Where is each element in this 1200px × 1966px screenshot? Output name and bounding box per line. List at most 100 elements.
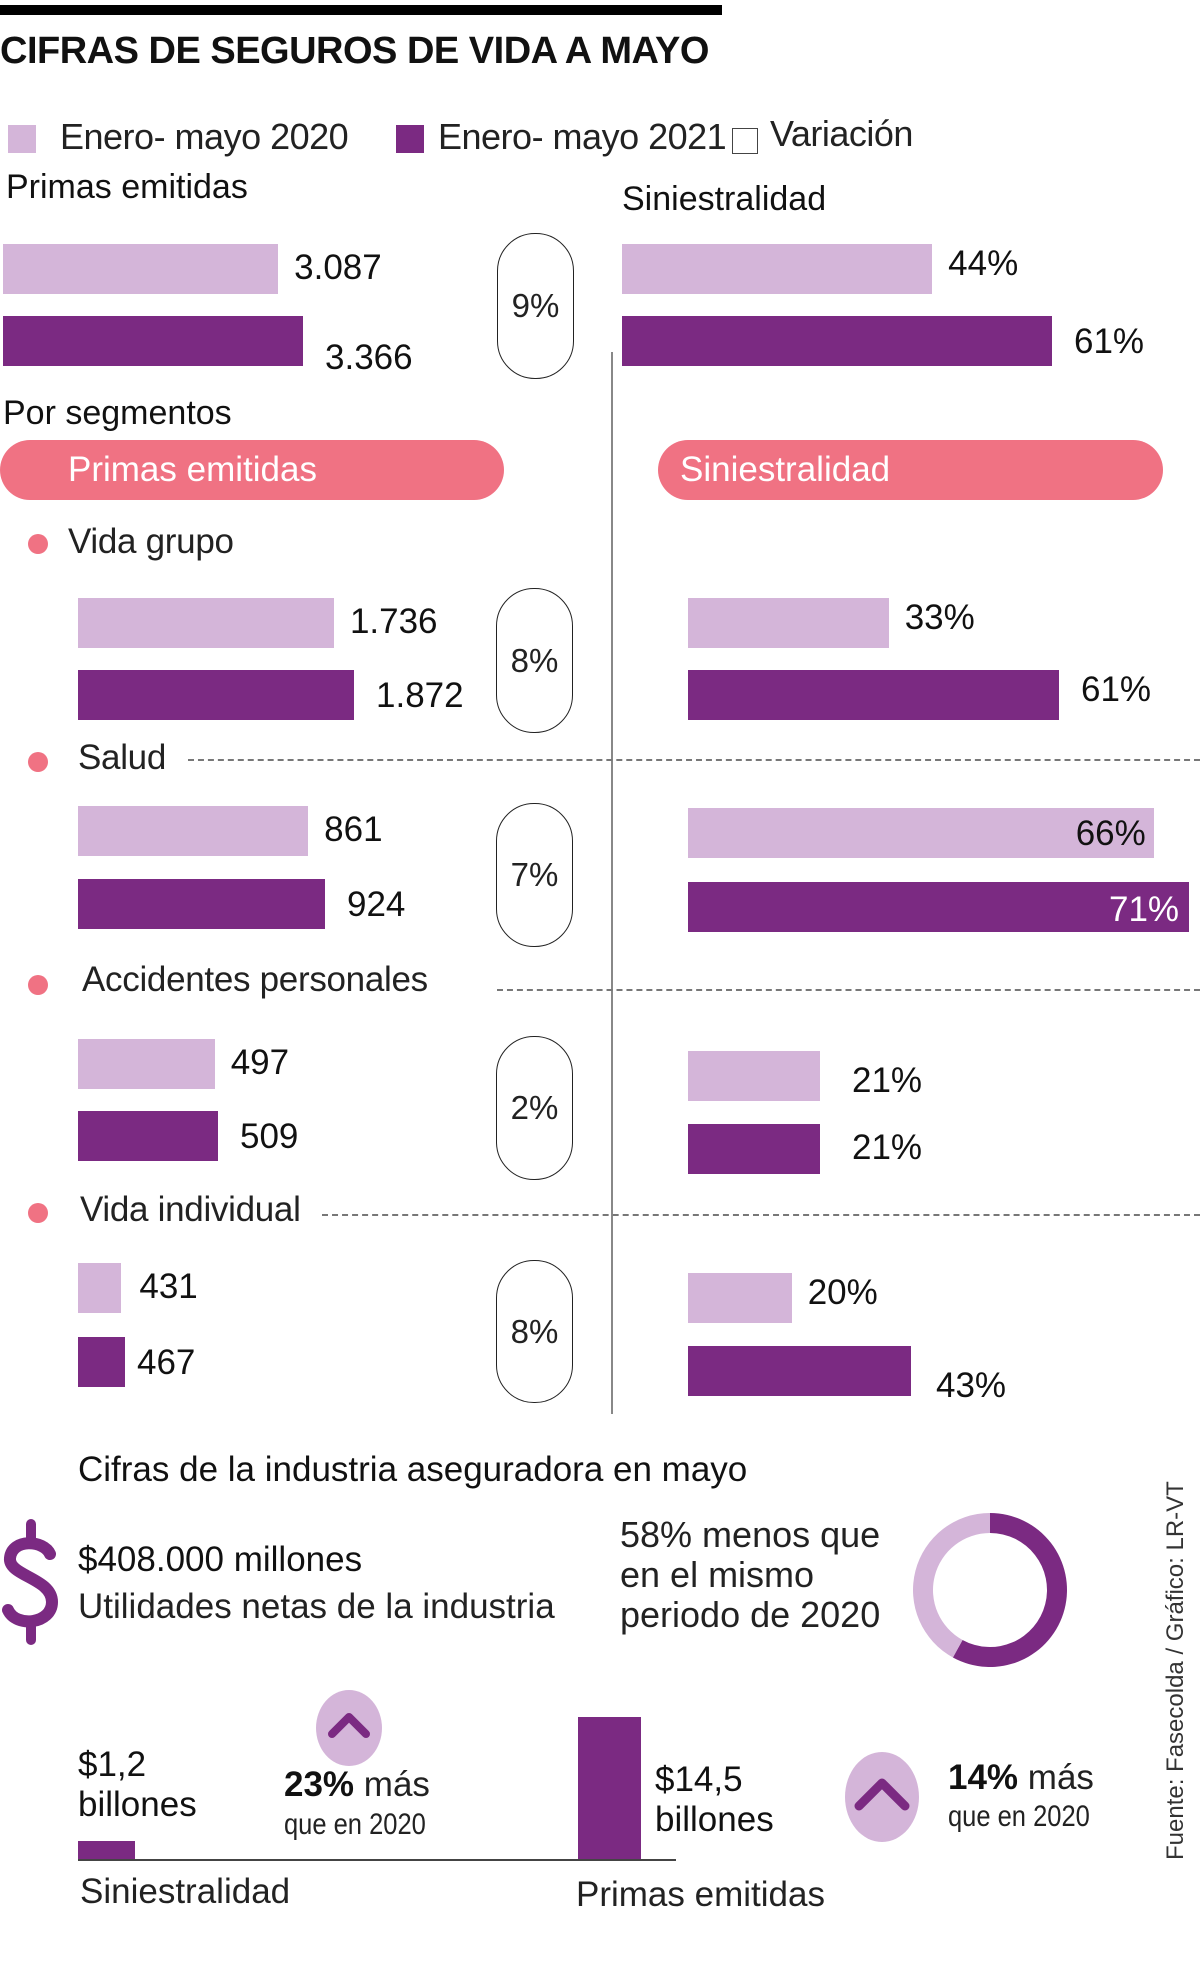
profit-value: $408.000 millones (78, 1540, 363, 1579)
siniestralidad-change-sub: que en 2020 (284, 1808, 426, 1841)
siniestralidad-value-label-2021: 43% (936, 1366, 1007, 1405)
siniestralidad-value-label-2020: 33% (904, 598, 975, 637)
primas-change: 14% más (948, 1758, 1094, 1798)
siniestralidad-bar-2020 (688, 808, 1154, 858)
primas-value-label-2020: 1.736 (349, 602, 438, 641)
siniestralidad-segment-header-label: Siniestralidad (680, 450, 891, 489)
segment-bullet (28, 1203, 48, 1223)
primas-value-label-2020: 431 (139, 1267, 198, 1306)
segment-bullet (28, 752, 48, 772)
primas-value-label-2020: 861 (324, 810, 383, 849)
primas-bar-2021 (78, 879, 325, 929)
siniestralidad-value: $1,2 billones (78, 1745, 197, 1825)
segment-divider (322, 1214, 1200, 1216)
primas-bar-2021 (78, 1337, 125, 1387)
industry-title: Cifras de la industria aseguradora en ma… (78, 1450, 748, 1489)
segment-bullet (28, 534, 48, 554)
variation-pill: 8% (496, 1260, 573, 1403)
siniestralidad-value-label-2021: 71% (1109, 890, 1180, 929)
siniestralidad-value-line: $1,2 (78, 1745, 147, 1784)
legend-swatch-2020 (8, 125, 36, 153)
primas-bar-2021 (78, 670, 354, 720)
siniestralidad-change-word: más (354, 1765, 430, 1804)
profit-change-line: en el mismo (620, 1554, 815, 1595)
primas-change-word: más (1018, 1758, 1094, 1797)
variation-pill: 2% (496, 1036, 573, 1180)
siniestralidad-axis-label: Siniestralidad (80, 1872, 291, 1911)
dollar-icon (2, 1519, 59, 1645)
segment-label-vida-grupo: Vida grupo (68, 522, 234, 561)
siniestralidad-value-label-2020: 66% (1075, 814, 1146, 853)
primas-axis-label: Primas emitidas (576, 1875, 825, 1914)
profit-change-text: 58% menos que en el mismo periodo de 202… (620, 1515, 880, 1635)
primas-value-label-2021: 924 (347, 885, 406, 924)
siniestralidad-industry-bar (78, 1841, 135, 1859)
primas-value-label-2021: 3.366 (325, 338, 413, 377)
legend-label-2021: Enero- mayo 2021 (438, 116, 727, 157)
siniestralidad-bar-2021 (688, 670, 1059, 720)
siniestralidad-bar-2021 (622, 316, 1052, 366)
primas-change-sub: que en 2020 (948, 1800, 1090, 1833)
siniestralidad-change: 23% más (284, 1765, 430, 1805)
siniestralidad-change-pct: 23% (284, 1765, 355, 1804)
donut-slice-remainder (913, 1513, 990, 1658)
primas-segment-header: Primas emitidas (0, 440, 504, 500)
primas-total-title: Primas emitidas (6, 168, 248, 206)
profit-change-line: 58% menos que (620, 1514, 881, 1555)
arrow-up-icon (316, 1690, 382, 1766)
siniestralidad-bar-2021 (688, 882, 1189, 932)
legend-swatch-2021 (396, 125, 424, 153)
primas-value-label-2021: 467 (137, 1343, 196, 1382)
siniestralidad-bar-2020 (622, 244, 933, 294)
segment-label-vida-individual: Vida individual (80, 1190, 301, 1229)
siniestralidad-bar-2020 (688, 1051, 820, 1101)
top-rule (0, 5, 722, 15)
baseline-axis (78, 1859, 676, 1861)
primas-bar-2020 (78, 1263, 122, 1313)
segment-divider (497, 989, 1200, 991)
primas-bar-2020 (78, 1039, 215, 1089)
siniestralidad-value-label-2020: 44% (948, 244, 1019, 283)
primas-value-label-2021: 1.872 (376, 676, 464, 715)
primas-bar-2021 (78, 1111, 218, 1161)
primas-bar-2020 (78, 806, 309, 856)
legend-label-2020: Enero- mayo 2020 (60, 116, 349, 157)
siniestralidad-value-line: billones (78, 1785, 197, 1824)
variation-pill: 8% (496, 588, 573, 733)
siniestralidad-total-title: Siniestralidad (622, 180, 827, 218)
primas-value-label-2020: 3.087 (294, 248, 382, 287)
siniestralidad-segment-header: Siniestralidad (658, 440, 1163, 500)
siniestralidad-value-label-2020: 21% (852, 1061, 923, 1100)
primas-change-pct: 14% (948, 1758, 1019, 1797)
siniestralidad-value-label-2021: 21% (852, 1128, 923, 1167)
primas-bar-2021 (3, 316, 303, 366)
siniestralidad-value-label-2020: 20% (807, 1273, 878, 1312)
siniestralidad-value-label-2021: 61% (1074, 322, 1145, 361)
arrow-up-icon (845, 1752, 919, 1842)
siniestralidad-bar-2021 (688, 1346, 911, 1396)
siniestralidad-bar-2020 (688, 1273, 792, 1323)
siniestralidad-bar-2020 (688, 598, 889, 648)
primas-bar-2020 (3, 244, 279, 294)
profit-change-line: periodo de 2020 (620, 1594, 881, 1635)
primas-value-line: billones (655, 1800, 774, 1839)
primas-value-label-2020: 497 (230, 1043, 290, 1082)
primas-value-label-2021: 509 (240, 1117, 299, 1156)
donut-slice-decrease (952, 1513, 1067, 1667)
primas-segment-header-label: Primas emitidas (68, 450, 317, 489)
segment-divider (188, 759, 1200, 761)
source-credit: Fuente: Fasecolda / Gráfico: LR-VT (1162, 1481, 1189, 1860)
siniestralidad-value-label-2021: 61% (1081, 670, 1152, 709)
primas-industry-bar (578, 1717, 641, 1859)
center-divider (611, 352, 613, 1414)
segment-label-salud: Salud (78, 738, 167, 777)
legend-swatch-variation (732, 128, 758, 154)
segment-label-accidentes-personales: Accidentes personales (82, 960, 428, 999)
variation-pill: 7% (496, 803, 573, 947)
segments-title: Por segmentos (3, 394, 232, 432)
segment-bullet (28, 975, 48, 995)
profit-donut-chart (913, 1513, 1067, 1667)
primas-value-line: $14,5 (655, 1760, 743, 1799)
variation-pill: 9% (497, 233, 574, 379)
siniestralidad-bar-2021 (688, 1124, 820, 1174)
